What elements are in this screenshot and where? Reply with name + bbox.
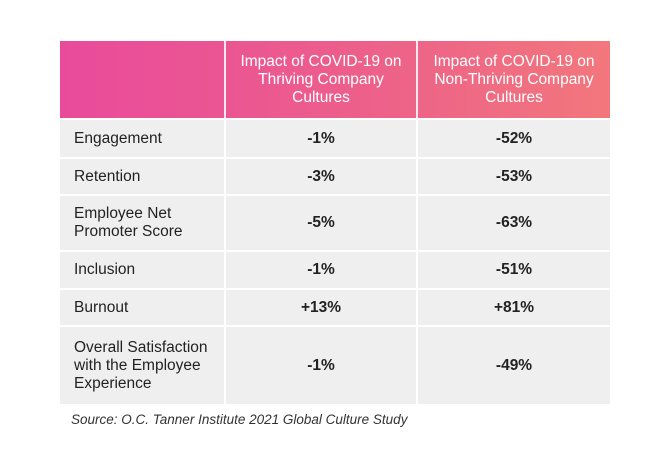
header-thriving: Impact of COVID-19 on Thriving Company C…	[224, 41, 416, 118]
table-row: Burnout +13% +81%	[60, 288, 610, 325]
header-empty-cell	[60, 41, 224, 118]
non-thriving-value: -53%	[416, 157, 610, 194]
row-label: Retention	[60, 157, 224, 194]
table-row: Overall Satisfaction with the Employee E…	[60, 325, 610, 404]
non-thriving-value: -52%	[416, 118, 610, 157]
row-label: Burnout	[60, 288, 224, 325]
thriving-value: +13%	[224, 288, 416, 325]
non-thriving-value: -63%	[416, 194, 610, 250]
row-label: Inclusion	[60, 250, 224, 288]
thriving-value: -1%	[224, 118, 416, 157]
source-caption: Source: O.C. Tanner Institute 2021 Globa…	[71, 412, 408, 427]
thriving-value: -3%	[224, 157, 416, 194]
row-label: Employee Net Promoter Score	[60, 194, 224, 250]
table-header-row: Impact of COVID-19 on Thriving Company C…	[60, 41, 610, 118]
non-thriving-value: -49%	[416, 325, 610, 404]
covid-impact-table: Impact of COVID-19 on Thriving Company C…	[60, 41, 610, 404]
thriving-value: -1%	[224, 325, 416, 404]
comparison-table-wrapper: Impact of COVID-19 on Thriving Company C…	[60, 41, 610, 404]
table-row: Employee Net Promoter Score -5% -63%	[60, 194, 610, 250]
table-row: Retention -3% -53%	[60, 157, 610, 194]
row-label: Engagement	[60, 118, 224, 157]
table-row: Engagement -1% -52%	[60, 118, 610, 157]
table-row: Inclusion -1% -51%	[60, 250, 610, 288]
thriving-value: -1%	[224, 250, 416, 288]
thriving-value: -5%	[224, 194, 416, 250]
non-thriving-value: -51%	[416, 250, 610, 288]
non-thriving-value: +81%	[416, 288, 610, 325]
row-label: Overall Satisfaction with the Employee E…	[60, 325, 224, 404]
header-non-thriving: Impact of COVID-19 on Non-Thriving Compa…	[416, 41, 610, 118]
